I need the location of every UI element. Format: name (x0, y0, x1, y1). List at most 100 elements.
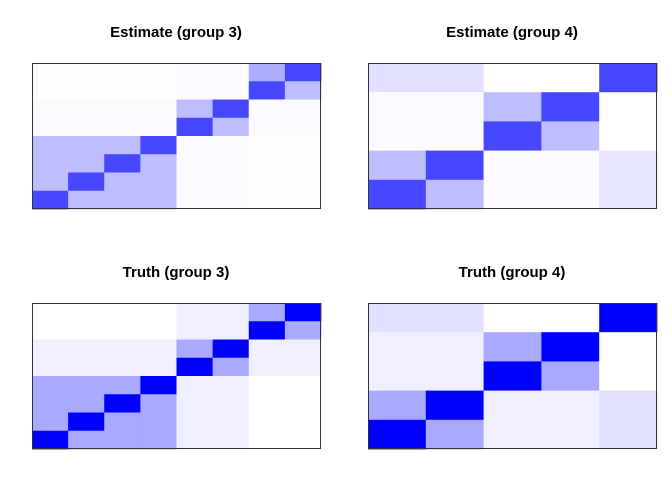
heatmap-cell-r1-c2 (483, 92, 542, 122)
heatmap-cell-r4-c4 (599, 179, 658, 210)
heatmap-cell-r2-c3 (541, 121, 600, 151)
heatmap-cell-r7-c4 (176, 190, 214, 210)
heatmap-cell-r3-c2 (104, 117, 141, 137)
heatmap-cell-r6-c1 (68, 412, 105, 432)
heatmap-cell-r1-c0 (32, 321, 69, 340)
panel-title-estimate-group-3: Estimate (group 3) (110, 24, 242, 41)
panel-title-truth-group-4: Truth (group 4) (458, 264, 566, 281)
heatmap-border (32, 303, 321, 449)
heatmap-cell-r7-c7 (284, 430, 322, 450)
heatmap-cell-r1-c3 (140, 81, 177, 100)
heatmap-cell-r0-c4 (599, 303, 658, 333)
heatmap-cell-r0-c3 (541, 303, 600, 333)
heatmap-cell-r0-c3 (140, 63, 177, 82)
heatmap-cell-r1-c6 (248, 321, 286, 340)
heatmap-cell-r2-c5 (212, 339, 250, 359)
heatmap-cell-r6-c3 (140, 412, 177, 432)
heatmap-cell-r6-c0 (32, 172, 69, 192)
heatmap-cell-r7-c6 (248, 190, 286, 210)
heatmap-cell-r3-c7 (284, 357, 322, 377)
heatmap-cell-r6-c5 (212, 172, 250, 192)
heatmap-cell-r4-c0 (368, 419, 427, 450)
heatmap-cell-r1-c1 (68, 81, 105, 100)
heatmap-cell-r4-c3 (140, 136, 177, 155)
heatmap-cell-r7-c2 (104, 190, 141, 210)
heatmap-cell-r4-c1 (425, 419, 484, 450)
heatmap-cell-r4-c0 (32, 376, 69, 395)
heatmap-cell-r6-c7 (284, 172, 322, 192)
heatmap-cell-r0-c2 (104, 63, 141, 82)
heatmap-cell-r5-c4 (176, 394, 214, 413)
heatmap-cell-r5-c3 (140, 154, 177, 173)
heatmap-cell-r4-c5 (212, 136, 250, 155)
heatmap-cell-r1-c2 (483, 332, 542, 362)
heatmap-cell-r5-c0 (32, 394, 69, 413)
heatmap-cell-r2-c1 (425, 121, 484, 151)
heatmap-cell-r2-c1 (425, 361, 484, 391)
heatmap-cell-r0-c7 (284, 303, 322, 322)
heatmap-cell-r3-c4 (599, 150, 658, 181)
heatmap-cell-r5-c3 (140, 394, 177, 413)
heatmap-cell-r1-c5 (212, 321, 250, 340)
heatmap-cell-r3-c1 (425, 150, 484, 181)
heatmap-cell-r4-c5 (212, 376, 250, 395)
heatmap-cell-r2-c7 (284, 339, 322, 359)
heatmap-cell-r3-c2 (104, 357, 141, 377)
heatmap-cell-r7-c6 (248, 430, 286, 450)
heatmap-cell-r0-c0 (368, 63, 427, 93)
heatmap-cell-r2-c0 (368, 121, 427, 151)
heatmap-cell-r7-c7 (284, 190, 322, 210)
heatmap-cell-r7-c5 (212, 190, 250, 210)
heatmap-cell-r3-c4 (176, 117, 214, 137)
heatmap-cell-r5-c1 (68, 154, 105, 173)
heatmap-cell-r5-c6 (248, 154, 286, 173)
heatmap-cell-r4-c3 (541, 179, 600, 210)
heatmap-cell-r3-c5 (212, 357, 250, 377)
heatmap-cell-r1-c0 (368, 92, 427, 122)
heatmap-cell-r2-c4 (599, 361, 658, 391)
heatmap-cell-r0-c1 (68, 63, 105, 82)
heatmap-cell-r3-c7 (284, 117, 322, 137)
heatmap-cell-r2-c0 (32, 99, 69, 119)
heatmap-cell-r2-c1 (68, 99, 105, 119)
heatmap-cell-r1-c5 (212, 81, 250, 100)
heatmap-cell-r0-c6 (248, 63, 286, 82)
heatmap-cell-r4-c6 (248, 376, 286, 395)
heatmap-cell-r5-c0 (32, 154, 69, 173)
heatmap-cell-r3-c3 (541, 390, 600, 421)
heatmap-cell-r2-c6 (248, 99, 286, 119)
heatmap-cell-r7-c1 (68, 190, 105, 210)
heatmap-cell-r0-c2 (104, 303, 141, 322)
heatmap-cell-r0-c0 (32, 303, 69, 322)
heatmap-cell-r3-c1 (425, 390, 484, 421)
heatmap-cell-r3-c4 (176, 357, 214, 377)
heatmap-cell-r2-c0 (32, 339, 69, 359)
heatmap-cell-r0-c5 (212, 303, 250, 322)
heatmap-cell-r1-c3 (541, 332, 600, 362)
heatmap-cell-r4-c4 (599, 419, 658, 450)
heatmap-cell-r4-c7 (284, 376, 322, 395)
heatmap-cell-r6-c3 (140, 172, 177, 192)
heatmap-cell-r0-c5 (212, 63, 250, 82)
heatmap-cell-r0-c3 (541, 63, 600, 93)
heatmap-cell-r2-c4 (176, 339, 214, 359)
heatmap-cell-r5-c5 (212, 154, 250, 173)
heatmap-cell-r1-c4 (599, 332, 658, 362)
heatmap-cell-r0-c4 (176, 63, 214, 82)
heatmap-cell-r3-c4 (599, 390, 658, 421)
heatmap-cell-r3-c6 (248, 357, 286, 377)
heatmap-cell-r6-c1 (68, 172, 105, 192)
panel-title-estimate-group-4: Estimate (group 4) (446, 24, 578, 41)
heatmap-cell-r4-c0 (368, 179, 427, 210)
heatmap-cell-r6-c6 (248, 412, 286, 432)
heatmap-cell-r1-c1 (68, 321, 105, 340)
heatmap-cell-r4-c2 (483, 419, 542, 450)
heatmap-cell-r7-c3 (140, 190, 177, 210)
heatmap-cell-r4-c2 (483, 179, 542, 210)
heatmap-cell-r4-c2 (104, 376, 141, 395)
heatmap-cell-r4-c7 (284, 136, 322, 155)
heatmap-cell-r3-c2 (483, 390, 542, 421)
heatmap-border (32, 63, 321, 209)
heatmap-estimate-group-3 (32, 63, 322, 210)
heatmap-border (368, 303, 657, 449)
